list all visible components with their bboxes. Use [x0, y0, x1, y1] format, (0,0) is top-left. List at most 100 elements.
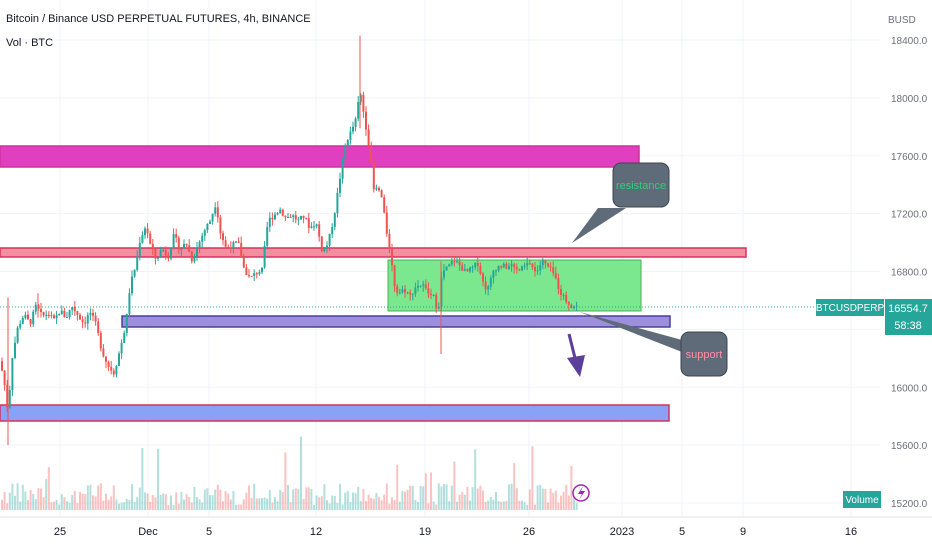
candle-body	[445, 266, 448, 271]
volume-bar	[528, 489, 531, 510]
resistance-callout[interactable]	[612, 162, 670, 208]
volume-bar	[385, 483, 388, 510]
volume-bar	[32, 494, 35, 510]
candle-body	[32, 311, 35, 325]
volume-bar	[248, 485, 250, 510]
volume-bar	[177, 503, 180, 510]
candle-body	[562, 294, 565, 296]
volume-bar	[440, 486, 443, 510]
candle-body	[97, 321, 100, 333]
candle-body	[266, 227, 269, 246]
volume-bar	[401, 490, 404, 510]
candle-body	[489, 277, 492, 287]
price-tick-label: 18400.0	[891, 36, 928, 47]
volume-bar	[544, 488, 547, 510]
candle-body	[406, 292, 409, 294]
volume-bar	[310, 488, 313, 510]
candle-body	[526, 263, 529, 266]
volume-bar	[66, 501, 68, 510]
candle-body	[172, 234, 175, 249]
candle-body	[86, 315, 89, 324]
candle-body	[45, 314, 48, 316]
candle-body	[55, 315, 58, 319]
volume-bar	[427, 503, 430, 510]
zone-red[interactable]	[0, 247, 747, 258]
zone-magenta[interactable]	[0, 145, 640, 168]
volume-bar	[336, 502, 339, 510]
volume-bar	[214, 489, 217, 510]
volume-bar	[232, 491, 235, 510]
candle-body	[76, 311, 79, 315]
volume-bar	[6, 503, 9, 510]
candle-body	[219, 217, 222, 234]
candle-body	[16, 327, 19, 343]
volume-bar	[557, 502, 560, 510]
candle-body	[289, 216, 292, 218]
price-tick-label: 18000.0	[891, 94, 928, 105]
volume-bar	[515, 488, 518, 510]
volume-bar	[513, 463, 516, 510]
candle-body	[263, 245, 266, 268]
candle-body	[125, 314, 128, 334]
candle-body	[222, 233, 224, 241]
zone-blue[interactable]	[0, 404, 670, 422]
price-tag[interactable]	[885, 299, 932, 335]
price-axis[interactable]: 18400.018000.017600.017200.016800.016400…	[891, 36, 928, 510]
volume-bar	[24, 491, 27, 510]
zone-purple[interactable]	[121, 315, 671, 328]
candle-body	[255, 273, 258, 275]
volume-bar	[565, 484, 568, 510]
volume-bar	[144, 492, 146, 510]
volume-bar	[419, 485, 422, 510]
time-axis[interactable]: 25 Dec 5 12 19 26 2023 5 9 16	[54, 526, 857, 538]
volume-bar	[450, 485, 453, 510]
candle-body	[58, 313, 61, 316]
volume-bar	[305, 487, 308, 510]
volume-bar	[430, 472, 432, 510]
candle-body	[331, 226, 334, 234]
candle-body	[495, 270, 497, 272]
candle-body	[42, 311, 45, 316]
candle-body	[320, 236, 323, 252]
candle-body	[424, 284, 427, 289]
candle-body	[346, 140, 349, 146]
candle-body	[307, 218, 310, 228]
volume-bar	[97, 485, 100, 510]
volume-bar	[476, 488, 479, 510]
candle-body	[79, 314, 81, 320]
candle-body	[378, 187, 380, 191]
candle-body	[536, 270, 539, 272]
candle-body	[466, 269, 469, 272]
volume-bar	[495, 491, 497, 510]
candle-body	[487, 286, 490, 290]
candle-body	[68, 310, 71, 318]
volume-bar	[500, 501, 503, 510]
volume-bar	[164, 494, 167, 510]
volume-bar	[375, 493, 378, 510]
candle-body	[8, 390, 11, 408]
volume-bar	[404, 491, 406, 510]
volume-bar	[380, 500, 383, 510]
currency-label: BUSD	[888, 15, 916, 26]
volume-bar	[531, 446, 534, 510]
candle-body	[557, 278, 560, 290]
candle-body	[339, 178, 341, 193]
volume-bar	[362, 488, 365, 510]
volume-bar	[539, 484, 542, 510]
volume-indicator-label: Vol · BTC	[6, 37, 54, 49]
volume-bar	[510, 483, 513, 510]
candle-body	[375, 187, 378, 190]
symbol-tag[interactable]	[816, 299, 884, 316]
volume-bar	[497, 501, 500, 510]
volume-bar	[406, 489, 409, 510]
volume-badge[interactable]	[843, 491, 881, 508]
volume-bar	[547, 502, 549, 510]
volume-bar	[209, 495, 211, 510]
support-callout[interactable]	[680, 331, 728, 377]
candle-body	[287, 216, 289, 218]
chart-title: Bitcoin / Binance USD PERPETUAL FUTURES,…	[6, 13, 311, 25]
candle-body	[414, 287, 417, 294]
candle-body	[99, 332, 102, 349]
time-tick-label: 19	[419, 526, 431, 538]
